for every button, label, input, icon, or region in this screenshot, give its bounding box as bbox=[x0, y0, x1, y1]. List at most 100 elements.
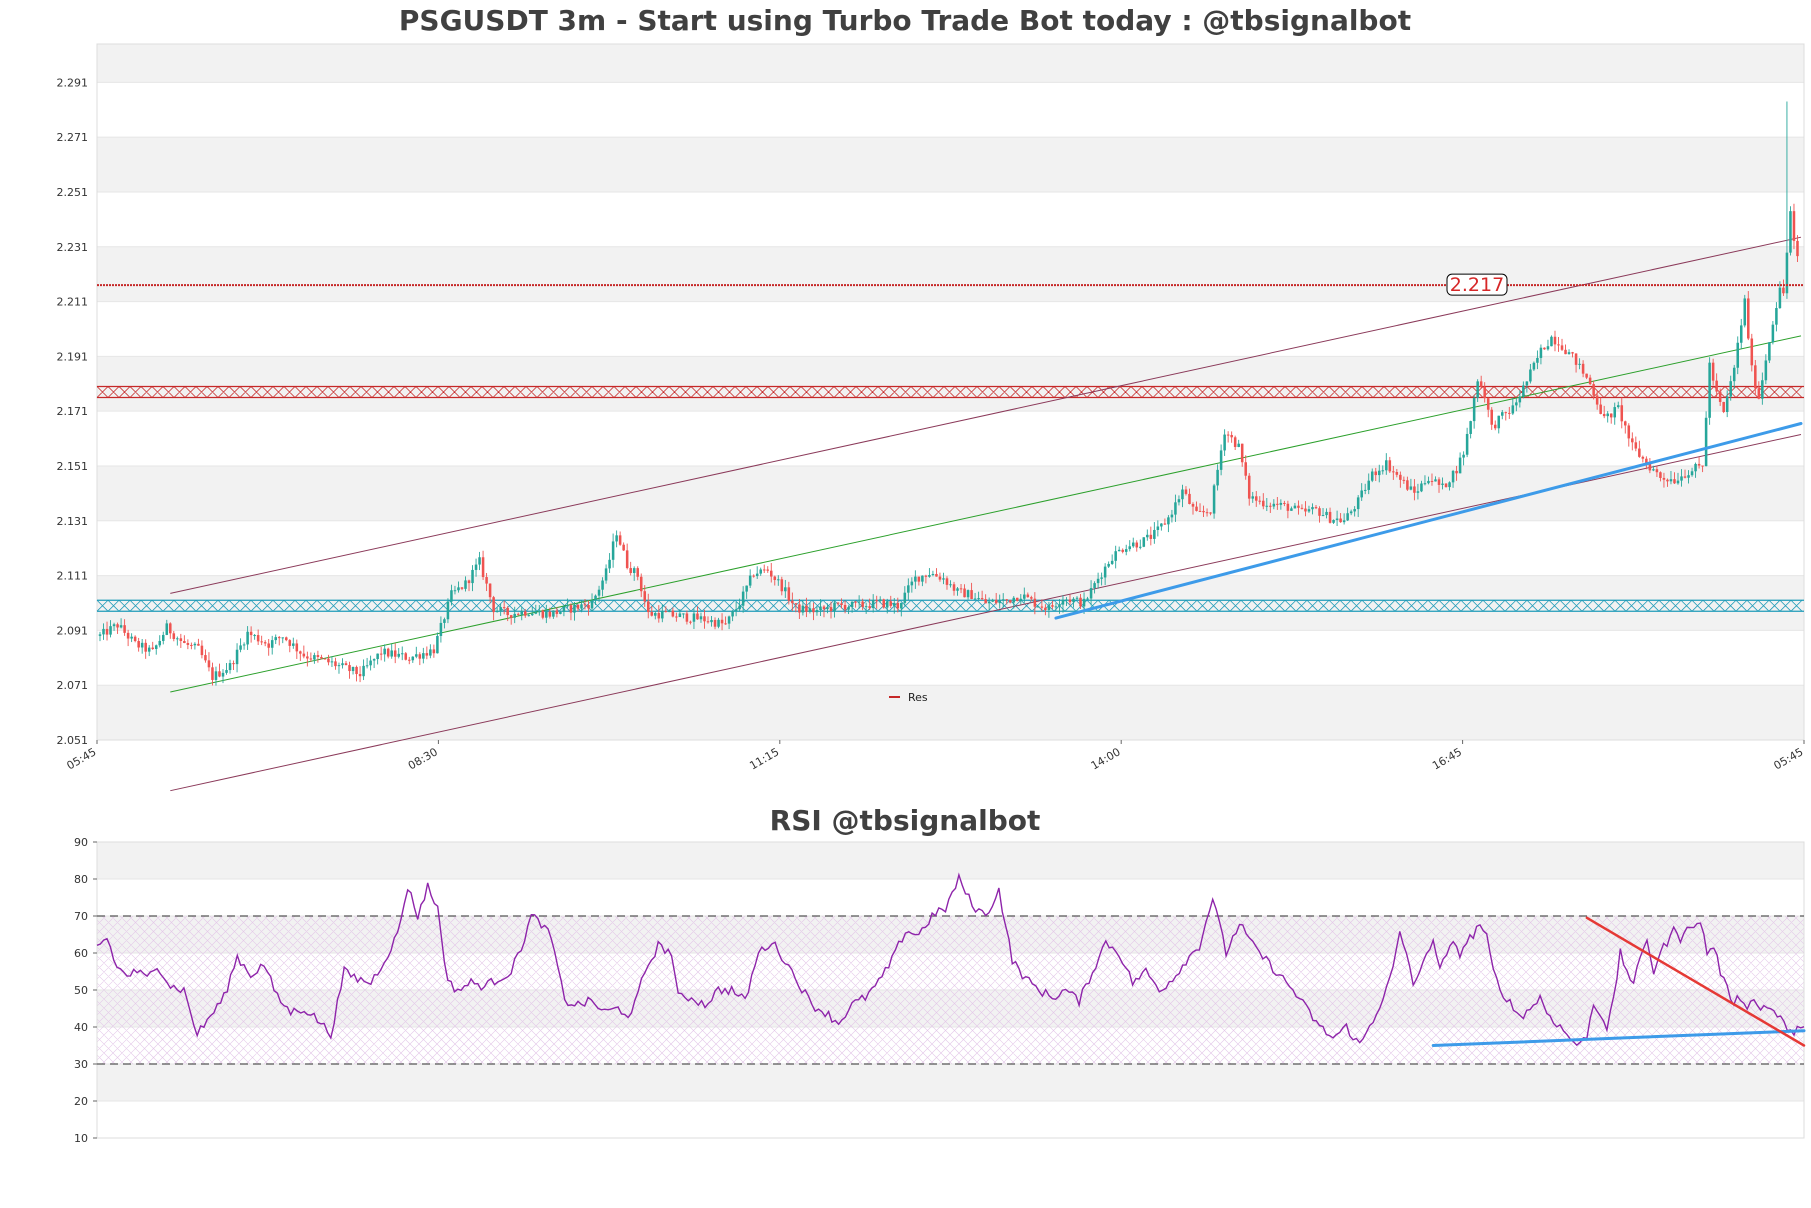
candle-body bbox=[1392, 471, 1395, 473]
candle-body bbox=[615, 535, 618, 542]
candle-body bbox=[316, 655, 320, 657]
candle-body bbox=[1205, 512, 1209, 514]
candle-body bbox=[1311, 507, 1314, 510]
candle-body bbox=[1110, 560, 1114, 564]
candlesticks bbox=[98, 101, 1799, 686]
candle-body bbox=[949, 584, 952, 586]
candle-body bbox=[256, 635, 260, 642]
candle-body bbox=[1743, 298, 1747, 326]
candle-body bbox=[629, 568, 632, 574]
candle-body bbox=[1181, 489, 1184, 500]
candle-body bbox=[1645, 458, 1648, 464]
candle-body bbox=[267, 643, 270, 648]
candle-body bbox=[523, 611, 527, 616]
rsi-ytick-label: 60 bbox=[74, 947, 88, 960]
candle-body bbox=[341, 663, 344, 666]
candle-body bbox=[154, 645, 158, 649]
candle-body bbox=[1082, 598, 1086, 607]
res-price-label: 2.217 bbox=[1450, 274, 1504, 296]
candle-body bbox=[1339, 518, 1342, 523]
candle-body bbox=[197, 643, 200, 646]
rsi-ytick-label: 80 bbox=[74, 873, 88, 886]
rsi-ytick-label: 70 bbox=[74, 910, 88, 923]
candle-body bbox=[443, 619, 446, 623]
candle-body bbox=[794, 603, 798, 605]
candle-body bbox=[1511, 405, 1515, 414]
candle-body bbox=[896, 602, 900, 609]
price-band bbox=[97, 137, 1804, 192]
candle-body bbox=[706, 621, 710, 623]
resistance-zone-hatch bbox=[96, 386, 1803, 398]
candle-body bbox=[769, 570, 773, 577]
candle-body bbox=[1370, 471, 1374, 481]
candle-body bbox=[924, 575, 928, 577]
candle-body bbox=[959, 588, 963, 590]
candle-body bbox=[573, 604, 576, 613]
rsi-chart-title: RSI @tbsignalbot bbox=[770, 804, 1041, 837]
candle-body bbox=[1068, 599, 1072, 603]
candle-body bbox=[1247, 475, 1251, 499]
candle-body bbox=[1131, 542, 1135, 547]
candle-body bbox=[646, 601, 650, 613]
candle-body bbox=[1451, 470, 1455, 483]
sr-zones bbox=[96, 385, 1804, 612]
candle-body bbox=[1616, 405, 1620, 408]
candle-body bbox=[436, 635, 439, 654]
candle-body bbox=[460, 587, 464, 589]
price-xtick-label: 05:45 bbox=[1772, 745, 1806, 772]
candle-body bbox=[1504, 412, 1508, 414]
price-ytick-label: 2.131 bbox=[57, 515, 89, 528]
candle-body bbox=[358, 674, 362, 677]
candle-body bbox=[1782, 287, 1785, 294]
candle-body bbox=[1423, 483, 1427, 485]
candle-body bbox=[773, 576, 777, 580]
candle-body bbox=[415, 654, 418, 657]
candle-body bbox=[576, 604, 580, 609]
candle-body bbox=[710, 620, 713, 623]
candle-body bbox=[928, 575, 931, 577]
candle-body bbox=[190, 644, 193, 646]
candle-body bbox=[1441, 483, 1444, 485]
candle-body bbox=[952, 584, 956, 591]
candle-body bbox=[527, 615, 531, 617]
candle-body bbox=[1409, 486, 1413, 490]
candle-body bbox=[1771, 324, 1775, 343]
candle-body bbox=[1613, 407, 1617, 418]
candle-body bbox=[509, 615, 513, 618]
candle-body bbox=[1279, 502, 1283, 505]
candle-body bbox=[566, 605, 569, 607]
candle-body bbox=[963, 588, 966, 598]
candle-body bbox=[861, 601, 864, 607]
candle-body bbox=[1251, 496, 1255, 499]
candle-body bbox=[200, 645, 204, 656]
price-overlays: 2.217 bbox=[97, 273, 1804, 620]
candle-body bbox=[1472, 397, 1476, 422]
candle-body bbox=[1634, 442, 1638, 449]
candle-body bbox=[1001, 599, 1005, 601]
candle-body bbox=[1374, 471, 1378, 476]
candle-body bbox=[112, 624, 116, 627]
candle-body bbox=[833, 602, 836, 612]
candle-body bbox=[1620, 405, 1624, 422]
candle-body bbox=[1139, 546, 1142, 548]
candle-body bbox=[1624, 421, 1627, 426]
price-ytick-label: 2.071 bbox=[57, 679, 89, 692]
candle-body bbox=[1212, 485, 1216, 514]
candle-body bbox=[531, 613, 534, 616]
rsi-ytick-label: 30 bbox=[74, 1058, 88, 1071]
candle-body bbox=[1739, 325, 1743, 343]
candle-body bbox=[917, 576, 921, 582]
candle-body bbox=[1761, 380, 1764, 399]
candle-body bbox=[555, 610, 559, 614]
candle-body bbox=[608, 559, 611, 569]
candle-body bbox=[1381, 470, 1385, 472]
candle-body bbox=[1796, 240, 1799, 257]
candle-body bbox=[759, 569, 762, 574]
candle-body bbox=[105, 628, 109, 635]
price-y-axis: 2.051 2.071 2.091 2.111 2.131 2.151 2.171 2.191… bbox=[57, 76, 89, 747]
candle-body bbox=[1160, 523, 1163, 527]
candle-body bbox=[467, 580, 471, 584]
candle-body bbox=[309, 658, 313, 660]
candle-body bbox=[1476, 381, 1479, 398]
price-band bbox=[97, 411, 1804, 466]
